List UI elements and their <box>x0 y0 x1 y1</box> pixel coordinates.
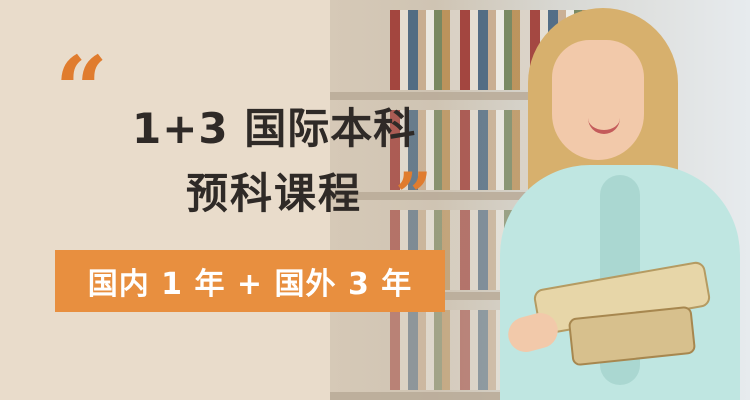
student-smile <box>588 118 620 134</box>
student-figure <box>490 0 750 400</box>
library-photo <box>330 0 750 400</box>
student-face <box>552 40 644 160</box>
subtitle-pill: 国内 1 年 + 国外 3 年 <box>55 250 445 312</box>
quote-open-icon: “ <box>55 36 108 144</box>
banner-title-line1: 1+3 国际本科 <box>132 104 417 153</box>
bookshelf-shelf <box>330 192 620 200</box>
bookshelf-shelf <box>330 392 620 400</box>
bookshelf-shelf <box>330 292 620 300</box>
banner-title-line2: 预科课程 <box>186 169 363 218</box>
subtitle-text: 国内 1 年 + 国外 3 年 <box>87 267 413 302</box>
bookshelf-shelf <box>330 92 620 100</box>
quote-close-icon: ” <box>395 159 432 234</box>
